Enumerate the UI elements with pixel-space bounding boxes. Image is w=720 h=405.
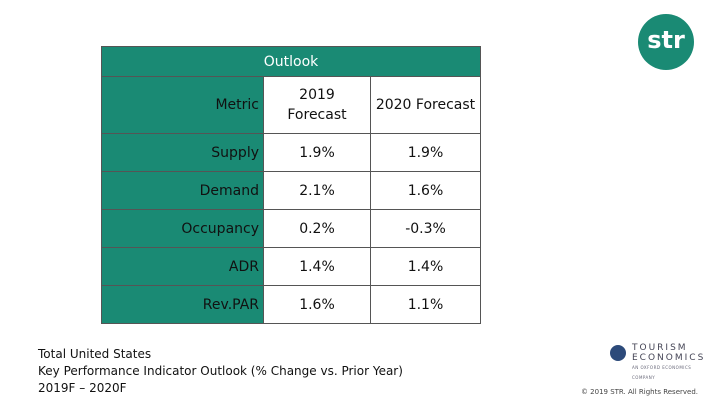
forecast-value: 1.4% xyxy=(263,247,371,286)
metric-label: Rev.PAR xyxy=(101,285,264,324)
metric-label: Demand xyxy=(101,171,264,210)
table-row: Supply 1.9% 1.9% xyxy=(101,133,481,172)
metric-label: Occupancy xyxy=(101,209,264,248)
caption-line: Total United States xyxy=(38,347,152,361)
forecast-value: 1.4% xyxy=(370,247,481,286)
caption: Total United States Key Performance Indi… xyxy=(38,346,403,397)
table-row: ADR 1.4% 1.4% xyxy=(101,247,481,286)
metric-label: ADR xyxy=(101,247,264,286)
partner-name: TOURISM xyxy=(632,343,688,353)
metric-label: Supply xyxy=(101,133,264,172)
title-row: Outlook xyxy=(101,46,481,77)
table-title: Outlook xyxy=(101,46,481,77)
table-row: Demand 2.1% 1.6% xyxy=(101,171,481,210)
forecast-value: 2.1% xyxy=(263,171,371,210)
forecast-value: 1.9% xyxy=(263,133,371,172)
forecast-value: -0.3% xyxy=(370,209,481,248)
partner-mark xyxy=(610,345,626,361)
column-header: Metric xyxy=(101,76,264,134)
column-header: 2020 Forecast xyxy=(370,76,481,134)
copyright: © 2019 STR. All Rights Reserved. xyxy=(580,388,698,396)
partner-tagline: AN OXFORD ECONOMICS COMPANY xyxy=(632,365,692,380)
table-row: Rev.PAR 1.6% 1.1% xyxy=(101,285,481,324)
caption-line: 2019F – 2020F xyxy=(38,381,127,395)
forecast-value: 1.9% xyxy=(370,133,481,172)
partner-logo: TOURISM ECONOMICS AN OXFORD ECONOMICS CO… xyxy=(610,343,706,383)
forecast-value: 0.2% xyxy=(263,209,371,248)
column-header: 2019 Forecast xyxy=(263,76,371,134)
table-row: Occupancy 0.2% -0.3% xyxy=(101,209,481,248)
outlook-table: Outlook Metric 2019 Forecast 2020 Foreca… xyxy=(101,46,481,324)
forecast-value: 1.6% xyxy=(370,171,481,210)
header-row: Metric 2019 Forecast 2020 Forecast xyxy=(101,76,481,134)
partner-name: ECONOMICS xyxy=(632,353,706,363)
partner-text: TOURISM ECONOMICS AN OXFORD ECONOMICS CO… xyxy=(632,343,706,383)
forecast-value: 1.1% xyxy=(370,285,481,324)
forecast-value: 1.6% xyxy=(263,285,371,324)
str-logo: str xyxy=(638,14,694,70)
table-body: Outlook Metric 2019 Forecast 2020 Foreca… xyxy=(101,46,481,324)
caption-line: Key Performance Indicator Outlook (% Cha… xyxy=(38,364,403,378)
